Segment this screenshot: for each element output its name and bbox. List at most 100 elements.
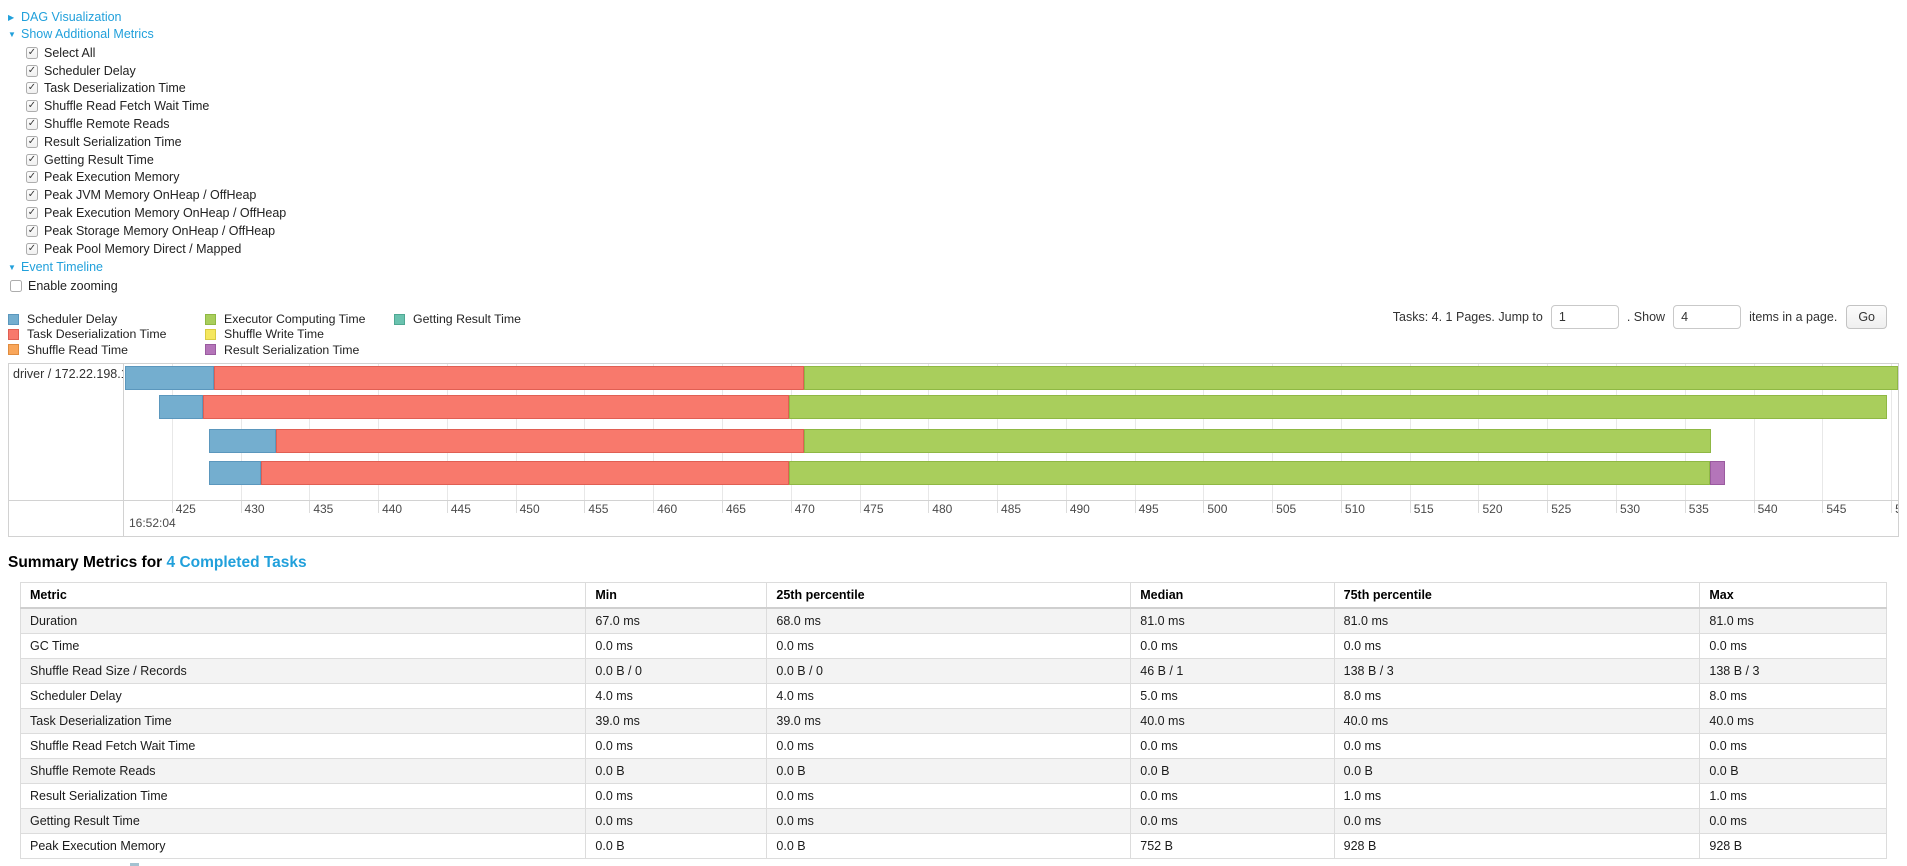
show-additional-metrics-label: Show Additional Metrics [21, 27, 154, 41]
legend-column: Executor Computing Time Shuffle Write Tim… [205, 311, 380, 357]
axis-tick-label: 455 [588, 502, 609, 517]
metric-value: 67.0 ms [585, 607, 768, 635]
metric-value: 4.0 ms [766, 683, 1132, 710]
dag-visualization-toggle[interactable]: ▶ DAG Visualization [8, 10, 1899, 25]
checkbox-icon[interactable]: ✓ [26, 64, 38, 77]
axis-tick-label: 430 [244, 502, 265, 517]
metric-value: 0.0 ms [1130, 808, 1335, 835]
metric-name: Scheduler Delay [19, 683, 587, 710]
legend-label: Result Serialization Time [224, 342, 360, 357]
axis-gridline [1753, 364, 1755, 501]
checkbox-icon[interactable]: ✓ [26, 207, 38, 220]
legend-item-task-deserialization-time: Task Deserialization Time [8, 327, 191, 342]
scheduler-delay-swatch-icon [8, 313, 19, 325]
timeline-bar-executor-computing-time[interactable] [789, 395, 1887, 420]
axis-tick [584, 501, 586, 514]
expanded-arrow-icon: ▼ [8, 30, 16, 39]
axis-tick [1684, 501, 1686, 514]
timeline-bar-task-deserialization-time[interactable] [261, 461, 790, 486]
checkbox-icon[interactable]: ✓ [26, 189, 38, 202]
axis-tick [1340, 501, 1342, 514]
show-additional-metrics-toggle[interactable]: ▼ Show Additional Metrics [8, 27, 1899, 42]
metric-value: 0.0 ms [585, 808, 768, 835]
completed-tasks-link[interactable]: 4 Completed Tasks [166, 554, 307, 572]
timeline-bar-executor-computing-time[interactable] [804, 366, 1898, 391]
axis-tick-label: 510 [1344, 502, 1365, 517]
metric-checkbox-scheduler-delay[interactable]: ✓ Scheduler Delay [26, 62, 1899, 80]
show-text: . Show [1626, 310, 1666, 325]
metric-value: 928 B [1333, 833, 1701, 860]
timeline-bar-task-deserialization-time[interactable] [214, 366, 805, 391]
legend-item-shuffle-write-time: Shuffle Write Time [205, 327, 380, 342]
checkbox-icon[interactable]: ✓ [26, 100, 38, 113]
metric-value: 0.0 ms [585, 783, 768, 810]
timeline-bar-scheduler-delay[interactable] [208, 429, 277, 454]
metric-checkbox-task-deserialization-time[interactable]: ✓ Task Deserialization Time [26, 80, 1899, 98]
timeline-header-row: Scheduler Delay Task Deserialization Time… [8, 303, 1899, 357]
checkbox-icon[interactable]: ✓ [26, 82, 38, 95]
axis-tick-label: 535 [1688, 502, 1709, 517]
checkbox-icon[interactable]: ✓ [26, 153, 38, 166]
metric-checkbox-peak-pool-memory-direct-mapped[interactable]: ✓ Peak Pool Memory Direct / Mapped [26, 240, 1899, 258]
timeline-bar-scheduler-delay[interactable] [159, 395, 204, 420]
jump-to-page-input[interactable] [1550, 305, 1619, 330]
timeline-bar-task-deserialization-time[interactable] [203, 395, 790, 420]
metric-value: 40.0 ms [1130, 708, 1335, 735]
checkbox-label: Task Deserialization Time [44, 81, 186, 96]
metric-checkbox-peak-execution-memory[interactable]: ✓ Peak Execution Memory [26, 169, 1899, 187]
timeline-bar-executor-computing-time[interactable] [789, 461, 1710, 486]
timeline-bar-task-deserialization-time[interactable] [276, 429, 805, 454]
metric-checkbox-shuffle-read-fetch-wait-time[interactable]: ✓ Shuffle Read Fetch Wait Time [26, 97, 1899, 115]
go-button[interactable]: Go [1846, 305, 1887, 330]
axis-tick [1547, 501, 1549, 514]
metric-value: 0.0 B [1130, 758, 1335, 785]
event-timeline-toggle[interactable]: ▼ Event Timeline [8, 260, 1899, 275]
metric-checkbox-peak-storage-memory-onheap-offheap[interactable]: ✓ Peak Storage Memory OnHeap / OffHeap [26, 222, 1899, 240]
axis-tick [1409, 501, 1411, 514]
checkbox-icon[interactable]: ✓ [26, 171, 38, 184]
metric-checkbox-result-serialization-time[interactable]: ✓ Result Serialization Time [26, 133, 1899, 151]
axis-gridline [171, 364, 173, 501]
metric-row-shuffle-read-size-records: Shuffle Read Size / Records 0.0 B / 0 0.0 … [19, 658, 1887, 685]
page-size-input[interactable] [1673, 305, 1742, 330]
metric-checkbox-peak-jvm-memory-onheap-offheap[interactable]: ✓ Peak JVM Memory OnHeap / OffHeap [26, 186, 1899, 204]
metric-checkbox-getting-result-time[interactable]: ✓ Getting Result Time [26, 151, 1899, 169]
timeline-bar-scheduler-delay[interactable] [125, 366, 215, 391]
checkbox-icon[interactable]: ✓ [26, 135, 38, 148]
metric-value: 0.0 B [766, 758, 1132, 785]
metric-value: 1.0 ms [1699, 783, 1887, 810]
enable-zooming-checkbox-row[interactable]: Enable zooming [10, 278, 1899, 296]
metric-checkbox-shuffle-remote-reads[interactable]: ✓ Shuffle Remote Reads [26, 115, 1899, 133]
timeline-bar-scheduler-delay[interactable] [208, 461, 262, 486]
checkbox-icon[interactable]: ✓ [26, 242, 38, 255]
axis-tick [240, 501, 242, 514]
metric-name: Shuffle Read Fetch Wait Time [19, 733, 587, 760]
summary-metrics-title: Summary Metrics for 4 Completed Tasks [8, 554, 1899, 572]
legend-label: Shuffle Read Time [27, 342, 128, 357]
metric-value: 39.0 ms [585, 708, 768, 735]
metric-checkbox-select-all[interactable]: ✓ Select All [26, 44, 1899, 62]
legend-label: Shuffle Write Time [224, 327, 325, 342]
timeline-bar-executor-computing-time[interactable] [804, 429, 1711, 454]
checkbox-icon[interactable]: ✓ [26, 224, 38, 237]
metric-name: Shuffle Remote Reads [19, 758, 587, 785]
axis-tick-label: 435 [313, 502, 334, 517]
metric-name: Getting Result Time [19, 808, 587, 835]
timeline-bar-result-serialization-time[interactable] [1709, 461, 1725, 486]
metric-name: GC Time [19, 633, 587, 660]
metric-value: 0.0 ms [1699, 808, 1887, 835]
checkbox-icon[interactable]: ✓ [26, 46, 38, 59]
axis-major-time-label: 16:52:04 [129, 516, 176, 531]
legend-label: Executor Computing Time [224, 312, 366, 326]
metric-checkbox-peak-execution-memory-onheap-offheap[interactable]: ✓ Peak Execution Memory OnHeap / OffHeap [26, 204, 1899, 222]
metric-value: 40.0 ms [1333, 708, 1701, 735]
enable-zooming-checkbox-icon[interactable] [10, 280, 22, 293]
axis-tick [515, 501, 517, 514]
axis-tick-label: 440 [382, 502, 403, 517]
metric-value: 928 B [1699, 833, 1887, 860]
metric-value: 0.0 ms [585, 733, 768, 760]
checkbox-icon[interactable]: ✓ [26, 118, 38, 131]
shuffle-write-time-swatch-icon [205, 328, 216, 340]
timeline-plot-area [125, 364, 1898, 501]
metric-row-getting-result-time: Getting Result Time 0.0 ms 0.0 ms 0.0 ms 0.0… [19, 808, 1887, 835]
